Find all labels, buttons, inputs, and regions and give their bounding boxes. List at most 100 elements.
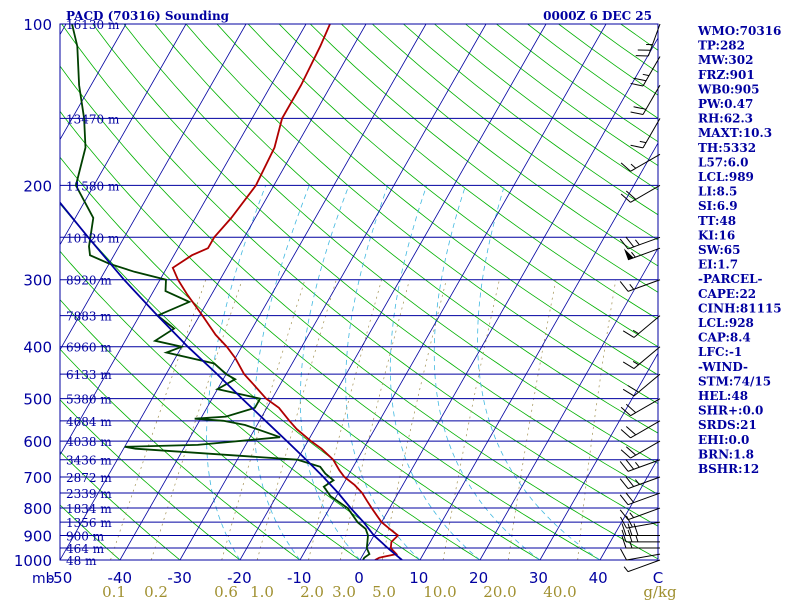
index-item: PW:0.47 (698, 97, 753, 111)
index-item: WB0:905 (697, 82, 759, 96)
mixing-ratio-axis: 0.1 0.2 0.6 1.0 2.0 3.0 5.0 10.0 20.0 40.0 g/kg (102, 583, 677, 600)
wind-barb (619, 459, 661, 472)
index-item: CAPE:22 (698, 287, 756, 301)
isotherm (60, 24, 367, 560)
isotherm (0, 24, 6, 560)
mixing-ratio-tick: 0.1 (102, 583, 126, 600)
mixing-ratio-line (221, 279, 306, 560)
wind-barb (619, 476, 661, 490)
height-label: 464 m (66, 542, 105, 556)
dry-adiabat (589, 24, 658, 73)
wind-barb (620, 440, 661, 459)
temperature-tick: -40 (108, 569, 133, 587)
mixing-ratio-tick: 5.0 (372, 583, 396, 600)
index-item: BRN:1.8 (698, 447, 754, 461)
temperature-tick: 30 (529, 569, 548, 587)
wind-barb (620, 184, 661, 203)
mixing-ratio-tick: g/kg (643, 583, 677, 600)
height-label: 5380 m (66, 393, 112, 407)
series-temperature-line (171, 24, 400, 560)
dry-adiabat (60, 110, 601, 560)
isotherm (599, 457, 658, 560)
mixing-ratio-tick: 3.0 (332, 583, 356, 600)
height-label: 4038 m (66, 435, 112, 449)
index-item: FRZ:901 (698, 68, 755, 82)
background-lines (0, 24, 658, 560)
index-item: -WIND- (698, 360, 748, 374)
moist-adiabat (299, 185, 361, 560)
temperature-tick: -50 (48, 569, 73, 587)
height-label: 16130 m (66, 18, 120, 32)
dry-adiabat (123, 24, 658, 464)
temperature-tick: 40 (589, 569, 608, 587)
isobars (60, 23, 658, 561)
wind-barb (622, 315, 661, 338)
index-item: RH:62.3 (698, 112, 753, 126)
mixing-ratio-line (308, 279, 382, 560)
moist-adiabat (477, 185, 601, 560)
isotherm (179, 24, 487, 560)
index-item: TH:5332 (698, 141, 756, 155)
height-label: 48 m (66, 554, 97, 568)
height-label: 7883 m (66, 310, 112, 324)
temperature-tick: -30 (167, 569, 192, 587)
temperature-tick: 0 (354, 569, 364, 587)
index-item: KI:16 (698, 228, 735, 242)
mixing-ratio-tick: 1.0 (250, 583, 274, 600)
pressure-tick: 600 (23, 433, 52, 451)
moist-adiabat (253, 185, 310, 560)
mixing-ratio-line (110, 279, 207, 560)
isotherm (479, 247, 658, 560)
wind-barb (620, 420, 661, 439)
wind-barb (619, 236, 661, 250)
height-label: 6960 m (66, 341, 112, 355)
dry-adiabat (527, 24, 658, 119)
series-dewpoint-line (71, 24, 371, 560)
dry-adiabat (309, 24, 658, 293)
wind-barb (620, 398, 661, 417)
index-item: LI:8.5 (698, 185, 737, 199)
wind-barb (619, 279, 661, 292)
mixing-ratio-line (577, 279, 617, 560)
dry-adiabat (216, 24, 658, 376)
wind-barb (635, 23, 661, 57)
index-item: MAXT:10.3 (698, 126, 772, 140)
series-lines (60, 24, 403, 560)
dry-adiabat (60, 504, 121, 560)
index-item: TP:282 (698, 39, 745, 53)
index-item: BSHR:12 (698, 462, 759, 476)
height-label: 8920 m (66, 274, 112, 288)
index-item: LCL:928 (698, 316, 754, 330)
height-label: 4684 m (66, 415, 112, 429)
mixing-ratio-line (381, 279, 447, 560)
index-item: CAP:8.4 (698, 331, 751, 345)
index-item: MW:302 (698, 53, 753, 67)
pressure-tick: 1000 (14, 552, 52, 570)
dry-adiabat (60, 451, 181, 560)
dry-adiabat (60, 250, 421, 560)
pressure-tick: 900 (23, 527, 52, 545)
mixing-ratio-tick: 2.0 (300, 583, 324, 600)
mixing-ratio-tick: 0.2 (144, 583, 168, 600)
isotherm (60, 24, 247, 351)
dry-adiabat (154, 24, 658, 434)
dry-adiabat (60, 348, 301, 560)
wind-barb (619, 492, 661, 506)
index-item: -PARCEL- (698, 272, 763, 286)
pressure-tick: 200 (23, 177, 52, 195)
dry-adiabat (61, 24, 658, 527)
wind-barb (630, 84, 661, 116)
indices-panel: WMO:70316TP:282MW:302FRZ:901WB0:905PW:0.… (697, 24, 782, 476)
pressure-tick: 500 (23, 391, 52, 409)
wind-barb (620, 515, 661, 529)
mixing-ratio-tick: 0.6 (214, 583, 238, 600)
height-label: 1356 m (66, 516, 112, 530)
wind-barbs (619, 23, 661, 573)
dry-adiabat (60, 399, 241, 560)
index-item: LFC:-1 (698, 345, 742, 359)
index-item: SW:65 (698, 243, 740, 257)
height-label: 2872 m (66, 471, 112, 485)
dry-adiabat (247, 24, 658, 348)
moist-adiabat (433, 185, 541, 560)
